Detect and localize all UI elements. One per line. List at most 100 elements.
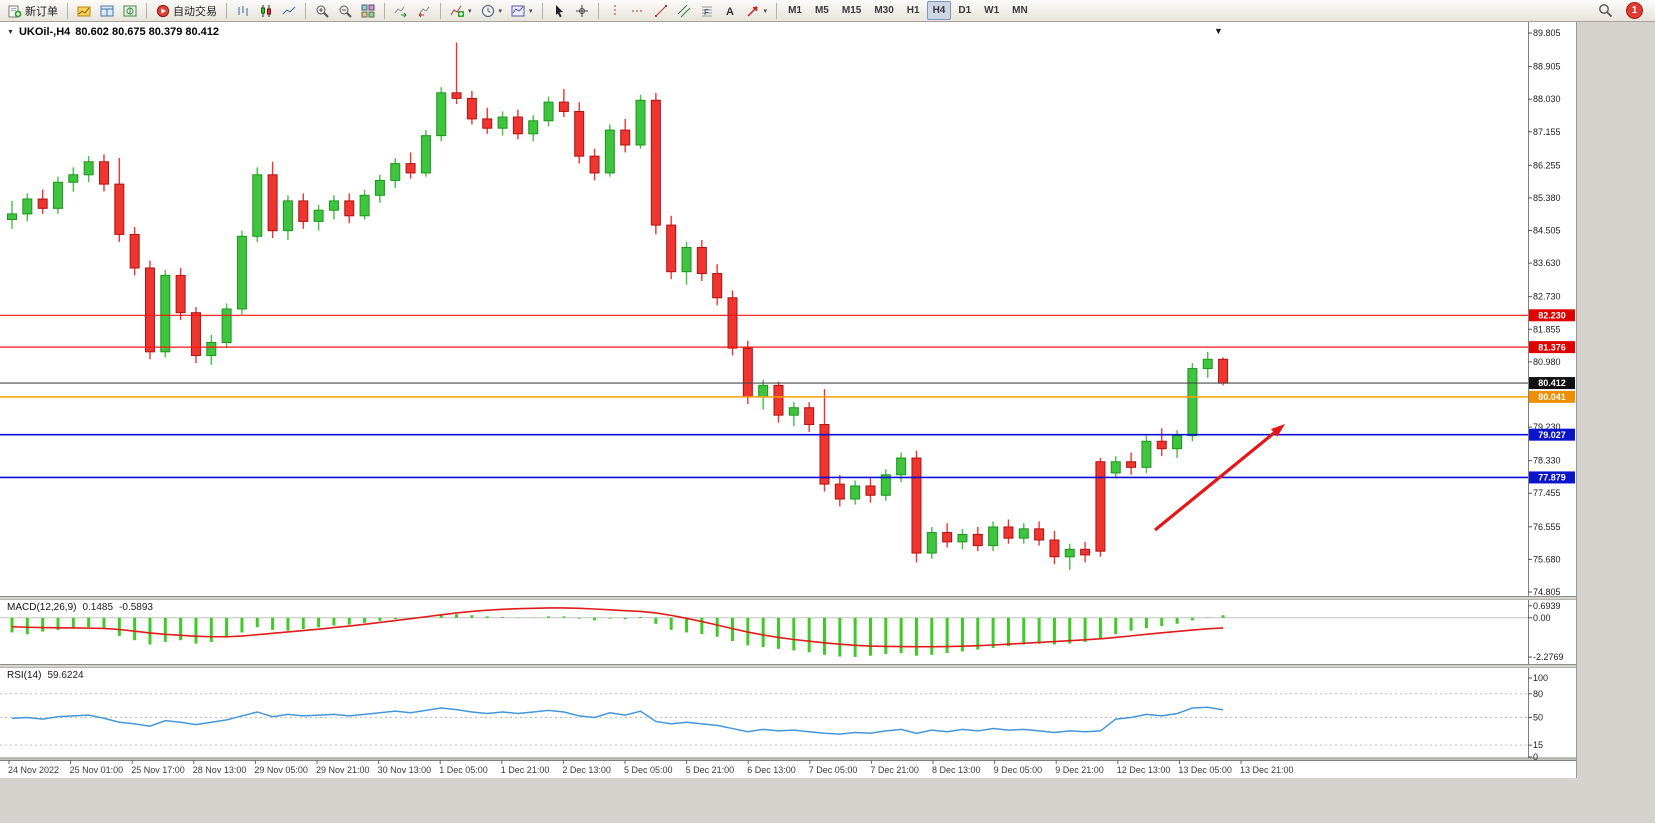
candle [957,533,968,543]
price-tick-label: 77.455 [1533,488,1561,498]
indicators-button[interactable]: ▾ [446,1,476,20]
candle [1187,368,1198,437]
timeframe-label: D1 [958,5,972,16]
candle [98,161,109,185]
timeframe-h4-button[interactable]: H4 [926,1,952,20]
tile-windows-button[interactable] [357,1,379,20]
macd-label: MACD(12,26,9) 0.1485 -0.5893 [7,602,153,613]
price-box-label: 79.027 [1538,430,1566,440]
bar-chart-mode-button[interactable] [232,1,254,20]
zoom-out-button[interactable] [334,1,356,20]
vertical-line-button[interactable] [604,1,626,20]
tile-icon [361,4,375,18]
timeframe-h1-button[interactable]: H1 [901,1,926,20]
data-window-button[interactable] [96,1,118,20]
candle [22,198,33,215]
dropdown-arrow-icon[interactable]: ▾ [468,7,472,15]
timeframe-w1-button[interactable]: W1 [978,1,1005,20]
price-tick-label: 86.255 [1533,160,1561,170]
panel-splitter[interactable] [0,596,1577,600]
candle [405,163,416,174]
price-tick-label: 78.330 [1533,456,1561,466]
timeframe-label: MN [1012,5,1028,16]
candle [1049,539,1060,558]
arrow-tool-icon [746,4,760,18]
time-label: 24 Nov 2022 [8,765,59,775]
toolbar-separator [384,2,385,19]
trend-arrow-line[interactable] [1153,431,1276,532]
auto-trading-button[interactable]: 自动交易 [152,1,221,20]
timeframe-m1-button[interactable]: M1 [782,1,808,20]
candle [206,341,217,357]
timeframe-m5-button[interactable]: M5 [809,1,835,20]
candle [374,179,385,196]
candle-chart-mode-button[interactable] [255,1,277,20]
new-order-button[interactable]: 新订单 [4,1,62,20]
time-label: 30 Nov 13:00 [378,765,432,775]
timeframe-label: M15 [841,5,862,16]
price-box[interactable] [1529,309,1575,322]
trend-arrow-head[interactable] [1270,424,1285,437]
price-box[interactable] [1529,428,1575,441]
toolbar-separator [67,2,68,19]
chart-collapse-icon[interactable]: ▼ [7,28,14,36]
candle [466,97,477,120]
candle [390,163,401,181]
search-button[interactable] [1594,1,1616,20]
notification-badge[interactable]: 1 [1626,2,1643,19]
new-order-label: 新订单 [25,5,58,18]
price-box[interactable] [1529,471,1575,484]
zoom-in-button[interactable] [311,1,333,20]
candle [911,457,922,554]
rsi-line [11,706,1224,735]
crosshair-icon [575,4,589,18]
candle [727,297,738,349]
templates-button[interactable]: ▾ [507,1,537,20]
timeframe-mn-button[interactable]: MN [1006,1,1034,20]
timeframe-m30-button[interactable]: M30 [868,1,899,20]
search-icon [1598,4,1612,18]
panel-splitter[interactable] [0,664,1577,668]
cursor-button[interactable] [548,1,570,20]
price-box[interactable] [1529,377,1575,390]
candle [696,246,707,275]
rsi-axis-label: 80 [1533,689,1543,699]
svg-text:F: F [704,8,709,17]
line-chart-mode-button[interactable] [278,1,300,20]
candle [7,213,17,221]
arrows-tool-button[interactable]: ▾ [742,1,772,20]
dropdown-arrow-icon[interactable]: ▾ [529,7,533,15]
periods-button[interactable]: ▾ [477,1,507,20]
price-box[interactable] [1529,390,1575,403]
timeframe-d1-button[interactable]: D1 [952,1,977,20]
hline-icon [631,4,645,18]
macd-axis-label: 0.6939 [1533,601,1561,611]
equidistant-channel-button[interactable] [673,1,695,20]
navigator-button[interactable] [119,1,141,20]
price-box-label: 82.230 [1538,310,1566,320]
crosshair-button[interactable] [571,1,593,20]
candle [942,532,953,543]
horizontal-line-button[interactable] [627,1,649,20]
scroll-end-icon[interactable]: ▼ [1214,26,1223,36]
toolbar: 新订单 自动交易 ▾ ▾ ▾ F A ▾ M1 M5 M15 M30 H1 H4 D1 W1 MN 1 [0,0,1655,22]
navigator-icon [123,4,137,18]
auto-scroll-button[interactable] [390,1,412,20]
trendline-button[interactable] [650,1,672,20]
timeframe-m15-button[interactable]: M15 [836,1,867,20]
data-window-icon [100,4,114,18]
dropdown-arrow-icon[interactable]: ▾ [763,7,768,15]
fibonacci-button[interactable]: F [696,1,718,20]
price-box[interactable] [1529,341,1575,354]
candle [896,457,907,476]
candle [129,233,140,269]
candle [1202,358,1213,370]
template-icon [511,4,525,18]
market-watch-button[interactable] [73,1,95,20]
chart-shift-button[interactable] [413,1,435,20]
dropdown-arrow-icon[interactable]: ▾ [498,7,503,15]
rsi-value: 59.6224 [47,670,84,681]
text-label-button[interactable]: A [719,1,741,20]
candle [620,129,631,146]
panel-splitter[interactable] [0,757,1577,761]
